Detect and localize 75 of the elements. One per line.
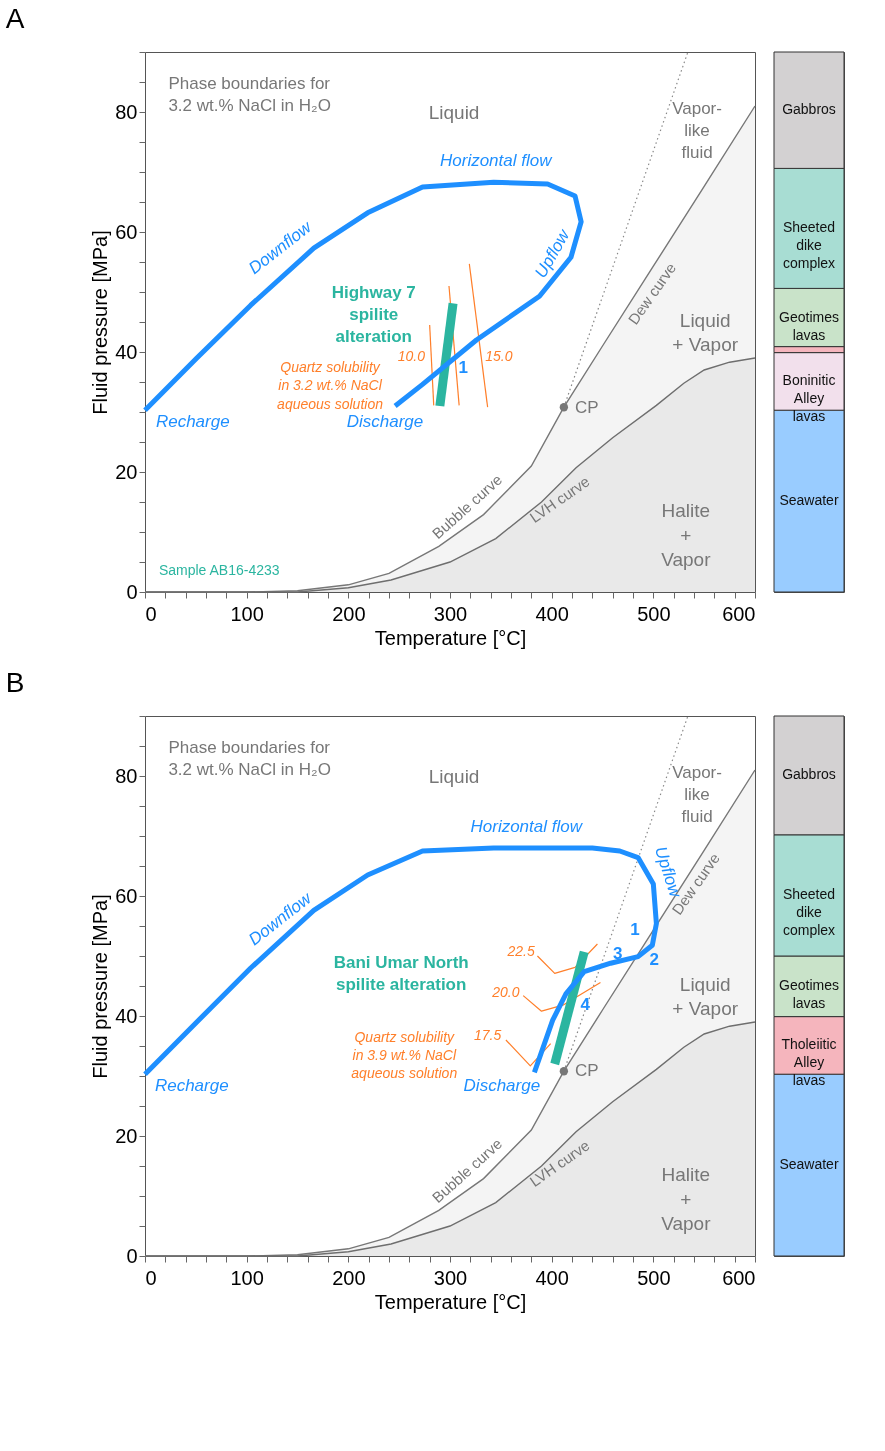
annotation: Liquid xyxy=(428,766,480,788)
series-label: Gabbros xyxy=(782,101,836,118)
x-tick-label: 500 xyxy=(637,1266,671,1289)
series-label: Seawater xyxy=(779,492,839,509)
series-label: Sheeted dike complex xyxy=(782,886,836,939)
annotation: Recharge xyxy=(154,1075,229,1095)
series-label: Boninitic Alley lavas xyxy=(782,372,836,425)
annotation: CP xyxy=(575,1061,599,1081)
x-tick-label: 200 xyxy=(332,602,366,625)
annotation: LVH curve xyxy=(526,472,593,526)
annotation: 3 xyxy=(613,944,623,964)
annotation: Phase boundaries for 3.2 wt.% NaCl in H₂O xyxy=(168,738,331,780)
annotation: Horizontal flow xyxy=(470,817,584,836)
y-tick-label: 60 xyxy=(115,884,138,907)
annotation: Vapor- like fluid xyxy=(672,763,722,827)
x-tick-label: 400 xyxy=(535,602,569,625)
x-axis-title: Temperature [°C] xyxy=(374,1290,527,1313)
annotation: 20.0 xyxy=(491,983,520,1000)
y-tick-label: 40 xyxy=(115,340,138,363)
y-axis-title: Fluid pressure [MPa] xyxy=(89,894,112,1079)
x-tick-label: 400 xyxy=(535,1266,569,1289)
x-tick-label: 300 xyxy=(433,1266,468,1289)
annotation: 10.0 xyxy=(397,347,426,364)
series-label: Geotimes lavas xyxy=(779,308,839,343)
annotation: Liquid + Vapor xyxy=(672,309,739,356)
x-tick-label: 300 xyxy=(433,602,468,625)
x-tick-label: 200 xyxy=(332,1266,366,1289)
series-label: Geotimes lavas xyxy=(779,977,839,1012)
x-tick-label: 100 xyxy=(230,602,264,625)
x-axis-title: Temperature [°C] xyxy=(374,626,527,649)
chart-title: B xyxy=(5,667,25,698)
annotation: Liquid + Vapor xyxy=(672,973,739,1020)
y-axis-title: Fluid pressure [MPa] xyxy=(89,230,112,415)
annotation: Halite + Vapor xyxy=(661,500,712,571)
series-label: Seawater xyxy=(779,1156,839,1173)
annotation: 17.5 xyxy=(473,1026,502,1043)
y-tick-label: 20 xyxy=(115,460,138,483)
y-tick-label: 80 xyxy=(115,764,138,787)
x-tick-label: 600 xyxy=(722,602,756,625)
chart-title: A xyxy=(5,3,25,34)
y-tick-label: 0 xyxy=(126,580,138,603)
annotation: Liquid xyxy=(428,102,480,124)
annotation: LVH curve xyxy=(526,1136,593,1190)
annotation: CP xyxy=(575,397,599,417)
x-tick-label: 0 xyxy=(145,1266,157,1289)
series-label: Tholeiitic Alley lavas xyxy=(781,1036,837,1089)
annotation: Quartz solubility in 3.9 wt.% NaCl aqueous solution xyxy=(351,1028,458,1081)
x-tick-label: 500 xyxy=(637,602,671,625)
annotation: 4 xyxy=(580,995,591,1015)
x-tick-label: 100 xyxy=(230,1266,264,1289)
annotation: Halite + Vapor xyxy=(661,1164,712,1235)
annotation: Horizontal flow xyxy=(440,150,554,170)
series-label: Gabbros xyxy=(782,766,836,783)
x-tick-label: 0 xyxy=(145,602,157,625)
x-tick-label: 600 xyxy=(722,1266,756,1289)
series-label: Sheeted dike complex xyxy=(782,219,836,272)
y-tick-label: 20 xyxy=(115,1124,138,1147)
annotation: 2 xyxy=(649,950,660,970)
y-tick-label: 80 xyxy=(115,100,138,123)
annotation: Bani Umar North spilite alteration xyxy=(333,953,469,995)
y-tick-label: 0 xyxy=(126,1244,138,1267)
annotation: Discharge xyxy=(346,411,424,431)
annotation: Vapor- like fluid xyxy=(672,99,722,163)
annotation: Recharge xyxy=(155,411,230,431)
annotation: Quartz solubility in 3.2 wt.% NaCl aqueous solution xyxy=(277,359,384,412)
annotation: 15.0 xyxy=(485,347,513,364)
y-tick-label: 60 xyxy=(115,220,138,243)
annotation: Phase boundaries for 3.2 wt.% NaCl in H₂O xyxy=(168,74,331,116)
annotation: Sample AB16-4233 xyxy=(158,562,280,578)
y-tick-label: 40 xyxy=(115,1004,138,1027)
annotation: 1 xyxy=(458,358,468,378)
annotation: Discharge xyxy=(463,1075,541,1095)
annotation: Highway 7 spilite alteration xyxy=(331,282,416,346)
annotation: 22.5 xyxy=(506,942,535,959)
annotation: 1 xyxy=(630,919,640,939)
